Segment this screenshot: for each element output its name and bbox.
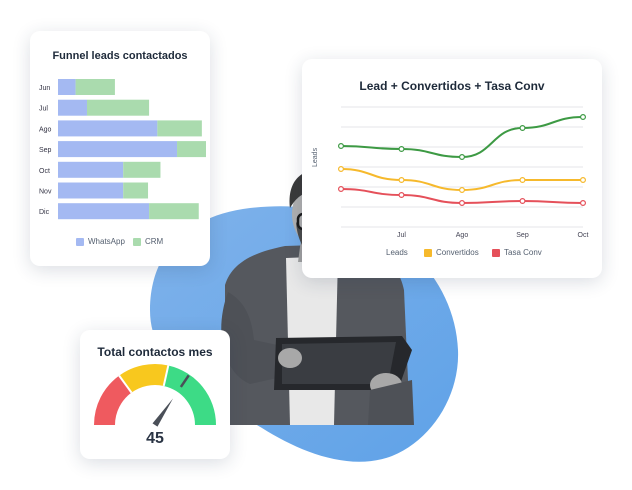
funnel-chart-card: Funnel leads contactados Jun Jul Ago Sep Oct… — [30, 31, 210, 266]
point-tasa-conv — [398, 192, 405, 199]
tasa-conv-swatch — [492, 248, 500, 257]
funnel-category-label: Ago — [39, 126, 52, 133]
funnel-bar-whatsapp-jun — [58, 79, 76, 95]
funnel-legend-crm: CRM — [133, 237, 163, 246]
point-tasa-conv — [459, 200, 466, 207]
funnel-bar-crm-oct — [123, 161, 161, 178]
funnel-bar-crm-nov — [123, 182, 149, 199]
lead-line-chart: Jul Ago Sep Oct — [337, 106, 589, 239]
gauge-card: Total contactos mes 45 — [80, 330, 230, 459]
funnel-category-label: Nov — [39, 189, 52, 196]
point-convertidos — [519, 176, 526, 183]
funnel-category-label: Dic — [39, 209, 50, 216]
funnel-bar-crm-jul — [86, 99, 150, 116]
lead-legend-leads: Leads — [386, 248, 408, 257]
point-convertidos — [398, 176, 405, 183]
point-leads — [398, 145, 405, 152]
lead-legend-tasa-conv: Tasa Conv — [492, 248, 542, 257]
point-tasa-conv — [580, 200, 587, 207]
crm-swatch — [133, 237, 141, 246]
lead-chart-tick-label: Ago — [456, 232, 469, 239]
point-convertidos — [459, 187, 466, 194]
gauge-needle — [152, 398, 173, 427]
point-leads — [459, 153, 466, 160]
leads-legend-label: Leads — [386, 248, 408, 257]
gauge-segment-high — [163, 365, 216, 425]
gauge-segment-mid — [119, 364, 169, 393]
point-leads — [580, 113, 587, 120]
convertidos-swatch — [424, 248, 432, 257]
point-leads — [519, 124, 526, 131]
gauge-meter — [94, 364, 216, 427]
crm-legend-label: CRM — [145, 237, 164, 246]
whatsapp-swatch — [76, 237, 84, 246]
lead-chart-tick-label: Sep — [516, 232, 529, 239]
funnel-bar-crm-sep — [177, 141, 206, 158]
gauge-separator — [118, 375, 133, 394]
lead-chart-tick-label: Jul — [397, 232, 406, 239]
funnel-bar-whatsapp-sep — [58, 141, 178, 158]
lead-chart-card: Lead + Convertidos + Tasa Conv Jul Ago Sep… — [302, 59, 602, 278]
lead-chart-tick-label: Oct — [578, 232, 589, 239]
funnel-category-label: Jul — [39, 106, 48, 113]
funnel-bar-whatsapp-oct — [58, 161, 124, 178]
lead-chart-title: Lead + Convertidos + Tasa Conv — [359, 79, 545, 93]
gauge-value: 45 — [146, 430, 164, 447]
funnel-bar-chart: Jun Jul Ago Sep Oct Nov Dic — [39, 79, 206, 220]
gauge-value-marker — [179, 374, 190, 388]
gauge-title: Total contactos mes — [97, 345, 213, 359]
point-tasa-conv — [519, 198, 526, 205]
point-leads — [337, 142, 344, 149]
funnel-bar-whatsapp-ago — [58, 120, 158, 137]
funnel-bar-whatsapp-dic — [58, 203, 150, 220]
gauge-segment-low — [94, 375, 132, 425]
funnel-bar-crm-dic — [149, 203, 199, 220]
whatsapp-legend-label: WhatsApp — [88, 237, 125, 246]
funnel-category-label: Oct — [39, 168, 50, 175]
funnel-chart-title: Funnel leads contactados — [52, 50, 188, 62]
line-leads — [340, 116, 584, 159]
funnel-category-label: Jun — [39, 85, 50, 92]
point-convertidos — [337, 165, 344, 172]
funnel-bar-whatsapp-nov — [58, 182, 124, 199]
funnel-bar-crm-jun — [75, 79, 115, 95]
funnel-bar-crm-ago — [157, 120, 202, 137]
gauge-separator — [162, 365, 170, 387]
funnel-category-label: Sep — [39, 147, 52, 154]
point-tasa-conv — [337, 185, 344, 192]
convertidos-legend-label: Convertidos — [436, 248, 479, 257]
funnel-bar-whatsapp-jul — [58, 99, 87, 116]
funnel-legend-whatsapp: WhatsApp — [76, 237, 125, 246]
tasa-conv-legend-label: Tasa Conv — [504, 248, 542, 257]
point-convertidos — [580, 176, 587, 183]
lead-legend-convertidos: Convertidos — [424, 248, 479, 257]
lead-chart-y-axis-label: Leads — [312, 147, 319, 167]
